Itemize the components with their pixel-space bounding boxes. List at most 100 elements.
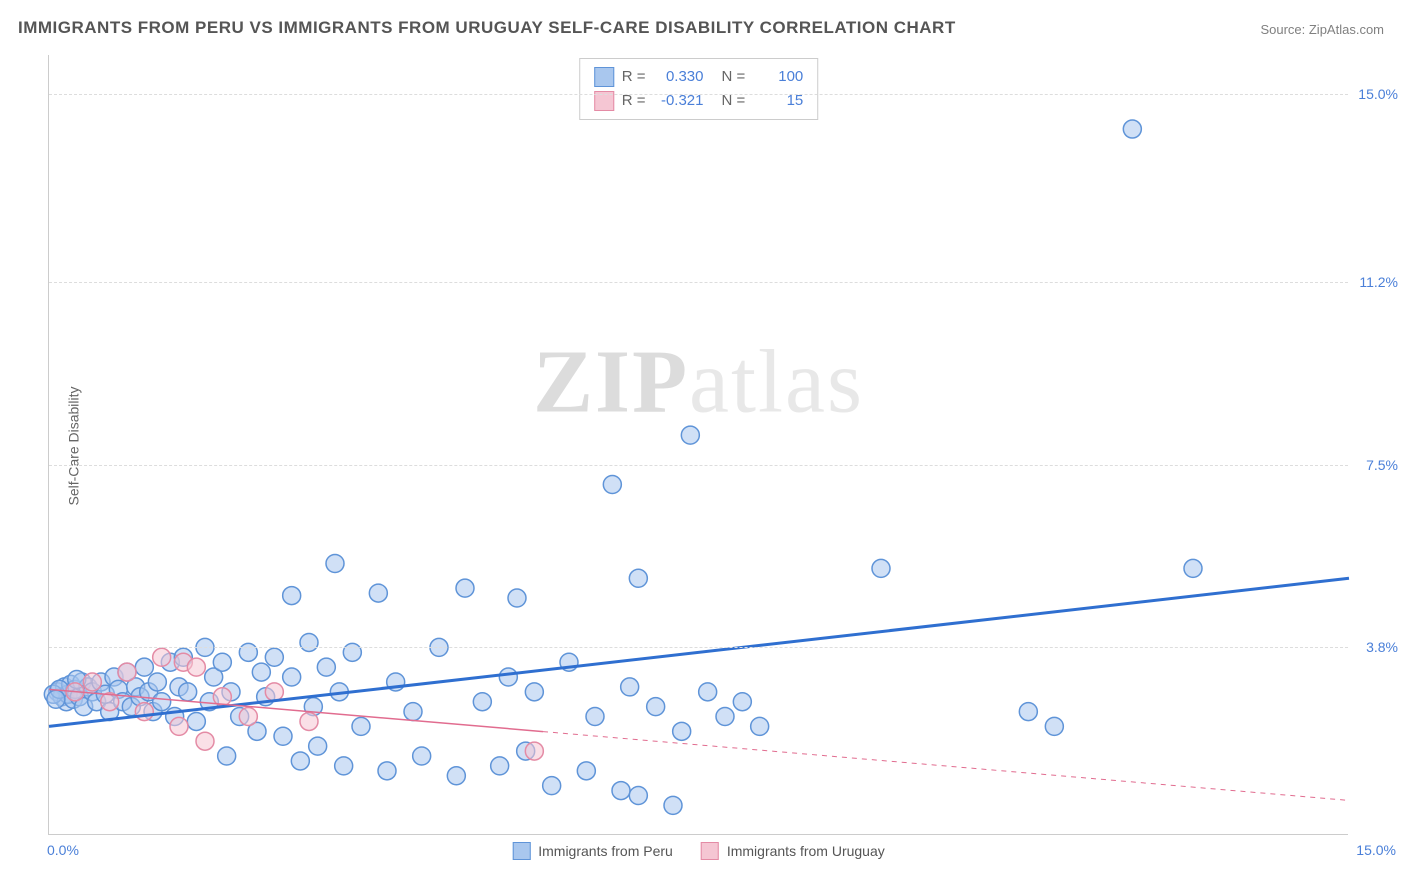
- ytick-label: 15.0%: [1353, 86, 1398, 102]
- scatter-point: [751, 717, 769, 735]
- legend-item: Immigrants from Uruguay: [701, 842, 885, 860]
- legend-N-label: N =: [722, 65, 746, 89]
- scatter-point: [1184, 559, 1202, 577]
- scatter-point: [265, 683, 283, 701]
- legend-N-value: 100: [753, 65, 803, 89]
- scatter-point: [83, 673, 101, 691]
- scatter-point: [291, 752, 309, 770]
- scatter-point: [716, 708, 734, 726]
- scatter-point: [317, 658, 335, 676]
- scatter-point: [343, 643, 361, 661]
- scatter-point: [456, 579, 474, 597]
- scatter-point: [187, 658, 205, 676]
- scatter-point: [47, 690, 65, 708]
- scatter-point: [621, 678, 639, 696]
- xtick-label: 0.0%: [47, 842, 79, 858]
- xtick-label: 15.0%: [1356, 842, 1396, 858]
- scatter-point: [179, 683, 197, 701]
- gridline: [49, 94, 1348, 95]
- scatter-point: [577, 762, 595, 780]
- scatter-point: [118, 663, 136, 681]
- scatter-point: [499, 668, 517, 686]
- scatter-point: [699, 683, 717, 701]
- scatter-point: [733, 693, 751, 711]
- scatter-point: [135, 703, 153, 721]
- scatter-point: [300, 633, 318, 651]
- scatter-point: [543, 777, 561, 795]
- scatter-point: [252, 663, 270, 681]
- scatter-point: [404, 703, 422, 721]
- scatter-point: [239, 643, 257, 661]
- scatter-point: [629, 787, 647, 805]
- scatter-point: [525, 683, 543, 701]
- legend-swatch: [512, 842, 530, 860]
- legend-N-value: 15: [753, 89, 803, 113]
- gridline: [49, 282, 1348, 283]
- scatter-point: [586, 708, 604, 726]
- scatter-point: [664, 796, 682, 814]
- scatter-point: [673, 722, 691, 740]
- scatter-point: [1045, 717, 1063, 735]
- scatter-point: [153, 648, 171, 666]
- legend-swatch: [701, 842, 719, 860]
- scatter-point: [283, 587, 301, 605]
- scatter-point: [603, 475, 621, 493]
- chart-container: IMMIGRANTS FROM PERU VS IMMIGRANTS FROM …: [0, 0, 1406, 892]
- scatter-point: [274, 727, 292, 745]
- scatter-point: [1019, 703, 1037, 721]
- scatter-point: [148, 673, 166, 691]
- legend-R-value: -0.321: [654, 89, 704, 113]
- legend-stat-row: R = 0.330 N = 100: [594, 65, 804, 89]
- scatter-point: [326, 554, 344, 572]
- scatter-plot-svg: [49, 55, 1348, 834]
- series-legend: Immigrants from Peru Immigrants from Urug…: [512, 842, 885, 860]
- scatter-point: [218, 747, 236, 765]
- correlation-legend: R = 0.330 N = 100 R = -0.321 N = 15: [579, 58, 819, 120]
- legend-swatch: [594, 67, 614, 87]
- scatter-point: [213, 653, 231, 671]
- scatter-point: [629, 569, 647, 587]
- legend-R-label: R =: [622, 89, 646, 113]
- scatter-point: [153, 693, 171, 711]
- scatter-point: [508, 589, 526, 607]
- scatter-point: [135, 658, 153, 676]
- scatter-point: [647, 698, 665, 716]
- scatter-point: [1123, 120, 1141, 138]
- scatter-point: [681, 426, 699, 444]
- scatter-point: [239, 708, 257, 726]
- scatter-point: [473, 693, 491, 711]
- legend-R-label: R =: [622, 65, 646, 89]
- scatter-point: [335, 757, 353, 775]
- scatter-point: [491, 757, 509, 775]
- ytick-label: 7.5%: [1353, 457, 1398, 473]
- scatter-point: [196, 732, 214, 750]
- scatter-point: [872, 559, 890, 577]
- legend-N-label: N =: [722, 89, 746, 113]
- scatter-point: [447, 767, 465, 785]
- scatter-point: [612, 782, 630, 800]
- gridline: [49, 465, 1348, 466]
- legend-stat-row: R = -0.321 N = 15: [594, 89, 804, 113]
- trend-line-extrapolated: [543, 732, 1349, 801]
- scatter-point: [369, 584, 387, 602]
- scatter-point: [413, 747, 431, 765]
- scatter-point: [378, 762, 396, 780]
- scatter-point: [352, 717, 370, 735]
- legend-item: Immigrants from Peru: [512, 842, 673, 860]
- plot-area: ZIPatlas R =0.330N =100R =-0.321N =15 Im…: [48, 55, 1348, 835]
- scatter-point: [283, 668, 301, 686]
- legend-label: Immigrants from Peru: [538, 843, 673, 859]
- scatter-point: [525, 742, 543, 760]
- legend-R-value: 0.330: [654, 65, 704, 89]
- gridline: [49, 647, 1348, 648]
- scatter-point: [265, 648, 283, 666]
- scatter-point: [309, 737, 327, 755]
- scatter-point: [300, 712, 318, 730]
- ytick-label: 11.2%: [1353, 274, 1398, 290]
- source-label: Source: ZipAtlas.com: [1260, 22, 1384, 37]
- scatter-point: [170, 717, 188, 735]
- scatter-point: [187, 712, 205, 730]
- chart-title: IMMIGRANTS FROM PERU VS IMMIGRANTS FROM …: [18, 18, 956, 38]
- legend-label: Immigrants from Uruguay: [727, 843, 885, 859]
- ytick-label: 3.8%: [1353, 639, 1398, 655]
